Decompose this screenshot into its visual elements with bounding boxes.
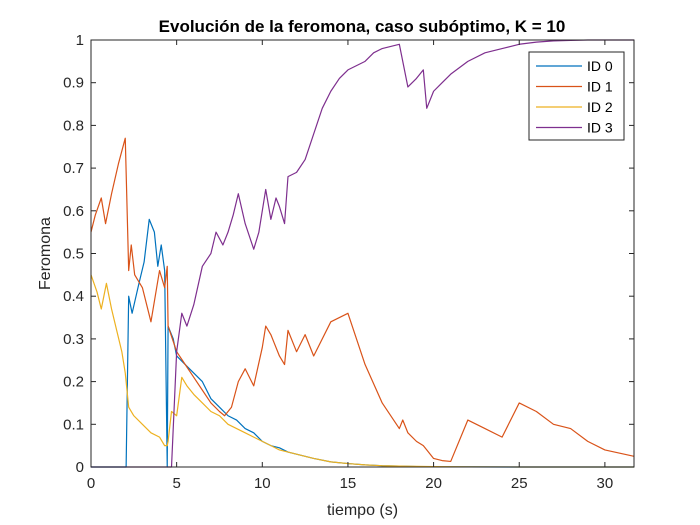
y-tick-label: 1 — [76, 32, 84, 49]
legend-box — [528, 51, 625, 141]
x-tick-label: 25 — [511, 475, 528, 492]
legend-label-1: ID 1 — [587, 79, 613, 95]
y-tick-label: 0.9 — [63, 75, 84, 92]
x-tick-label: 0 — [87, 475, 95, 492]
y-tick-label: 0.7 — [63, 160, 84, 177]
y-tick-label: 0.5 — [63, 246, 84, 263]
legend-label-3: ID 3 — [587, 120, 613, 136]
chart-title: Evolución de la feromona, caso subóptimo… — [159, 17, 566, 36]
x-tick-label: 10 — [254, 475, 271, 492]
y-tick-label: 0.1 — [63, 416, 84, 433]
legend-label-2: ID 2 — [587, 99, 613, 115]
plot-area — [90, 39, 635, 468]
series-line-1 — [90, 137, 635, 463]
legend-label-0: ID 0 — [587, 58, 613, 74]
x-tick-label: 30 — [597, 475, 614, 492]
y-tick-label: 0.2 — [63, 374, 84, 391]
legend: ID 0 ID 1 ID 2 ID 3 — [528, 51, 625, 141]
y-tick-label: 0.6 — [63, 203, 84, 220]
y-axis-label: Feromona — [37, 217, 54, 290]
x-tick-label: 20 — [425, 475, 442, 492]
y-tick-label: 0.4 — [63, 288, 84, 305]
y-tick-label: 0 — [76, 459, 84, 476]
y-tick-label: 0.8 — [63, 117, 84, 134]
y-tick-label: 0.3 — [63, 331, 84, 348]
x-tick-label: 15 — [340, 475, 357, 492]
x-tick-label: 5 — [172, 475, 180, 492]
axes-box — [90, 39, 635, 468]
axis-ticks: 0 5 10 15 20 25 30 0 0.1 0.2 0.3 0.4 0.5 0.6 0.7 0.8 0.9… — [63, 32, 634, 492]
series-line-2 — [90, 274, 634, 468]
series-line-3 — [91, 39, 634, 468]
x-axis-label: tiempo (s) — [327, 502, 398, 519]
